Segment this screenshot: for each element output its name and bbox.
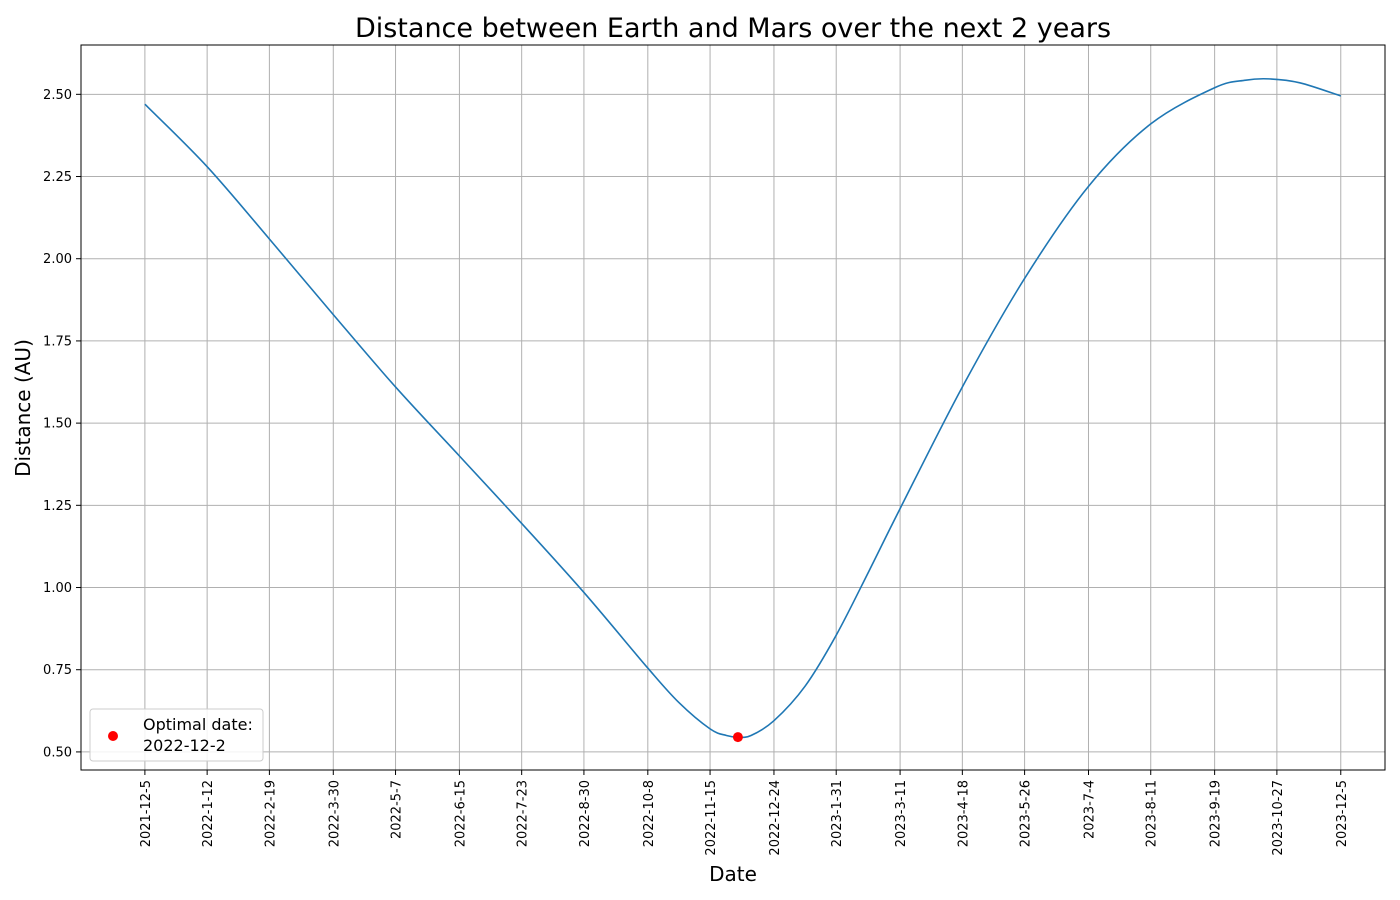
chart-title: Distance between Earth and Mars over the… [355, 13, 1111, 44]
x-tick-label: 2021-12-5 [139, 780, 154, 847]
x-tick-label: 2023-8-11 [1145, 780, 1160, 847]
x-tick-label: 2022-8-30 [578, 780, 593, 847]
x-tick-label: 2023-12-5 [1335, 780, 1350, 847]
x-tick-label: 2023-7-4 [1082, 780, 1097, 839]
y-tick-label: 0.50 [43, 745, 72, 760]
x-tick-label: 2022-11-15 [704, 780, 719, 856]
x-tick-label: 2022-7-23 [516, 780, 531, 847]
y-tick-label: 2.50 [43, 88, 72, 103]
series-layer [144, 77, 1342, 743]
y-tick-label: 1.00 [43, 581, 72, 596]
legend-label-line-2: 2022-12-2 [143, 736, 226, 755]
x-tick-label: 2022-5-7 [390, 780, 405, 839]
y-tick-label: 0.75 [43, 663, 72, 678]
x-tick-label: 2022-2-19 [263, 780, 278, 847]
x-tick-label: 2022-12-24 [768, 780, 783, 856]
optimal-date-point [732, 732, 743, 743]
legend: Optimal date: 2022-12-2 [89, 708, 264, 762]
x-tick-label: 2022-3-30 [327, 780, 342, 847]
legend-label-line-1: Optimal date: [143, 715, 253, 734]
x-tick-label: 2023-3-11 [894, 780, 909, 847]
y-tick-label: 2.25 [43, 170, 72, 185]
x-tick-label: 2022-1-12 [201, 780, 216, 847]
x-axis-ticks: 2021-12-5 2022-1-12 2022-2-19 2022-3-30 2022… [139, 770, 1350, 856]
legend-marker [108, 731, 118, 741]
x-axis-label: Date [709, 862, 757, 886]
plot-area-frame [80, 44, 1386, 771]
x-tick-label: 2023-9-19 [1209, 780, 1224, 847]
x-tick-label: 2022-6-15 [453, 780, 468, 847]
x-tick-label: 2022-10-8 [642, 780, 657, 847]
x-tick-label: 2023-10-27 [1271, 780, 1286, 856]
x-tick-label: 2023-1-31 [830, 780, 845, 847]
y-tick-label: 2.00 [43, 252, 72, 267]
x-tick-label: 2023-4-18 [956, 780, 971, 847]
y-axis-ticks: 0.50 0.75 1.00 1.25 1.50 1.75 2.00 2.25 2.50 [43, 88, 81, 760]
legend-box [89, 708, 264, 762]
y-tick-label: 1.25 [43, 499, 72, 514]
x-tick-label: 2023-5-26 [1019, 780, 1034, 847]
y-axis-label: Distance (AU) [11, 339, 35, 477]
distance-series-line [144, 77, 1342, 739]
grid-lines [81, 45, 1385, 770]
y-tick-label: 1.50 [43, 417, 72, 432]
y-tick-label: 1.75 [43, 334, 72, 349]
